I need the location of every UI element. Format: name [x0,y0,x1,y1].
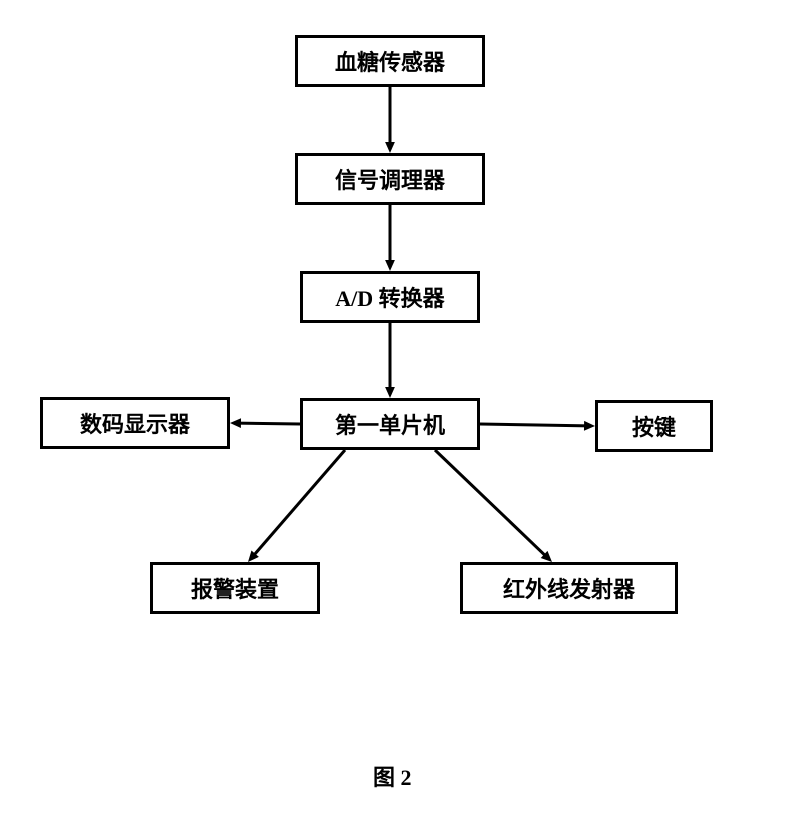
node-sensor: 血糖传感器 [295,35,485,87]
node-mcu: 第一单片机 [300,398,480,450]
node-display: 数码显示器 [40,397,230,449]
node-label: 数码显示器 [80,407,190,439]
caption-text: 图 2 [373,765,412,790]
node-label: 第一单片机 [335,408,445,440]
node-label: 红外线发射器 [503,572,635,604]
diagram-canvas: 血糖传感器 信号调理器 A/D 转换器 第一单片机 数码显示器 按键 报警装置 … [0,0,800,821]
node-conditioner: 信号调理器 [295,153,485,205]
node-button: 按键 [595,400,713,452]
node-label: 血糖传感器 [335,45,445,77]
figure-caption: 图 2 [373,760,412,792]
node-label: A/D 转换器 [335,281,444,313]
node-label: 报警装置 [191,572,279,604]
node-label: 信号调理器 [335,163,445,195]
node-adc: A/D 转换器 [300,271,480,323]
node-ir-transmitter: 红外线发射器 [460,562,678,614]
node-label: 按键 [632,410,676,442]
node-alarm: 报警装置 [150,562,320,614]
